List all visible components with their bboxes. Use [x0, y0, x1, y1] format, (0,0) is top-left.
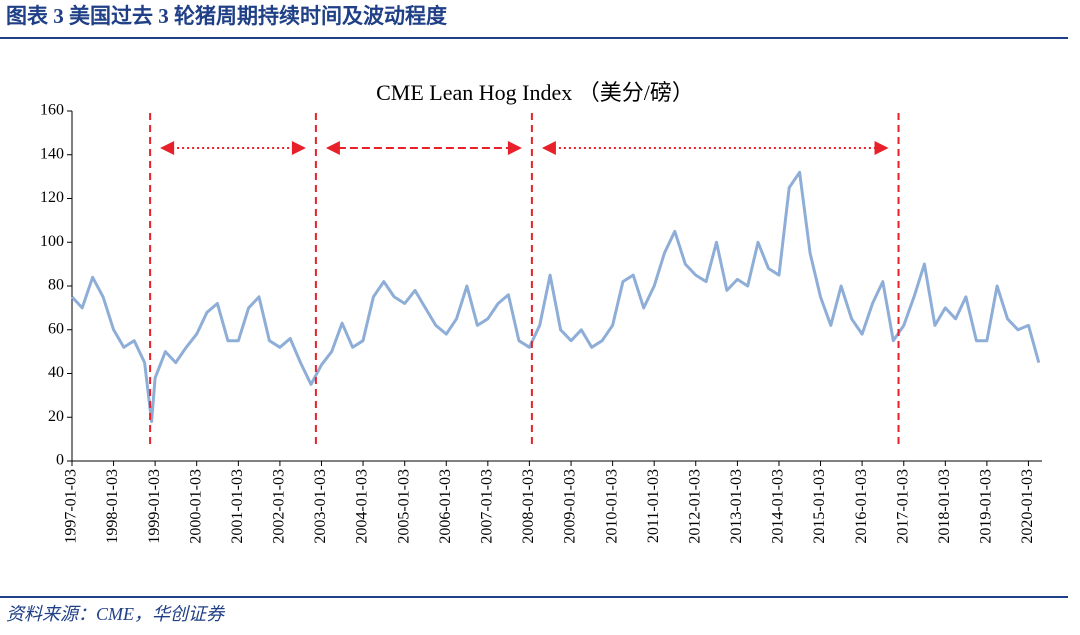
series-line — [70, 170, 1041, 424]
arrow-head — [160, 141, 175, 155]
y-tick-label: 0 — [56, 452, 64, 469]
y-tick-label: 140 — [40, 145, 64, 162]
arrow-head — [507, 141, 522, 155]
source: 资料来源：CME，华创证券 — [6, 604, 226, 624]
x-tick-label: 2004-01-03 — [354, 469, 371, 544]
y-tick-label: 20 — [48, 408, 64, 425]
x-tick-label: 2011-01-03 — [645, 469, 662, 543]
arrow-head — [291, 141, 306, 155]
y-tick-label: 60 — [48, 320, 64, 337]
x-tick-label: 1999-01-03 — [146, 469, 163, 544]
y-tick-label: 40 — [48, 364, 64, 381]
x-tick-label: 2013-01-03 — [728, 469, 745, 544]
y-tick-label: 120 — [40, 189, 64, 206]
x-tick-label: 2007-01-03 — [479, 469, 496, 544]
arrow-head — [541, 141, 556, 155]
arrow-head — [874, 141, 889, 155]
chart-title: CME Lean Hog Index （美分/磅） — [376, 80, 694, 105]
y-tick-label: 160 — [40, 102, 64, 119]
figure-title: 图表 3 美国过去 3 轮猪周期持续时间及波动程度 — [6, 4, 447, 28]
x-tick-label: 2016-01-03 — [853, 469, 870, 544]
x-tick-label: 2019-01-03 — [978, 469, 995, 544]
x-tick-label: 2018-01-03 — [936, 469, 953, 544]
x-tick-label: 2020-01-03 — [1019, 469, 1036, 544]
x-tick-label: 2003-01-03 — [312, 469, 329, 544]
x-tick-label: 2006-01-03 — [437, 469, 454, 544]
x-tick-label: 2009-01-03 — [562, 469, 579, 544]
x-tick-label: 2000-01-03 — [187, 469, 204, 544]
x-tick-label: 2010-01-03 — [603, 469, 620, 544]
x-tick-label: 2012-01-03 — [686, 469, 703, 544]
arrow-head — [325, 141, 340, 155]
x-tick-label: 2001-01-03 — [229, 469, 246, 544]
x-tick-label: 1998-01-03 — [104, 469, 121, 544]
x-tick-label: 2002-01-03 — [271, 469, 288, 544]
x-tick-label: 1997-01-03 — [63, 469, 80, 544]
x-tick-label: 2005-01-03 — [395, 469, 412, 544]
x-tick-label: 2014-01-03 — [770, 469, 787, 544]
x-tick-label: 2015-01-03 — [811, 469, 828, 544]
y-tick-label: 100 — [40, 233, 64, 250]
x-tick-label: 2008-01-03 — [520, 469, 537, 544]
x-tick-label: 2017-01-03 — [894, 469, 911, 544]
y-tick-label: 80 — [48, 277, 64, 294]
